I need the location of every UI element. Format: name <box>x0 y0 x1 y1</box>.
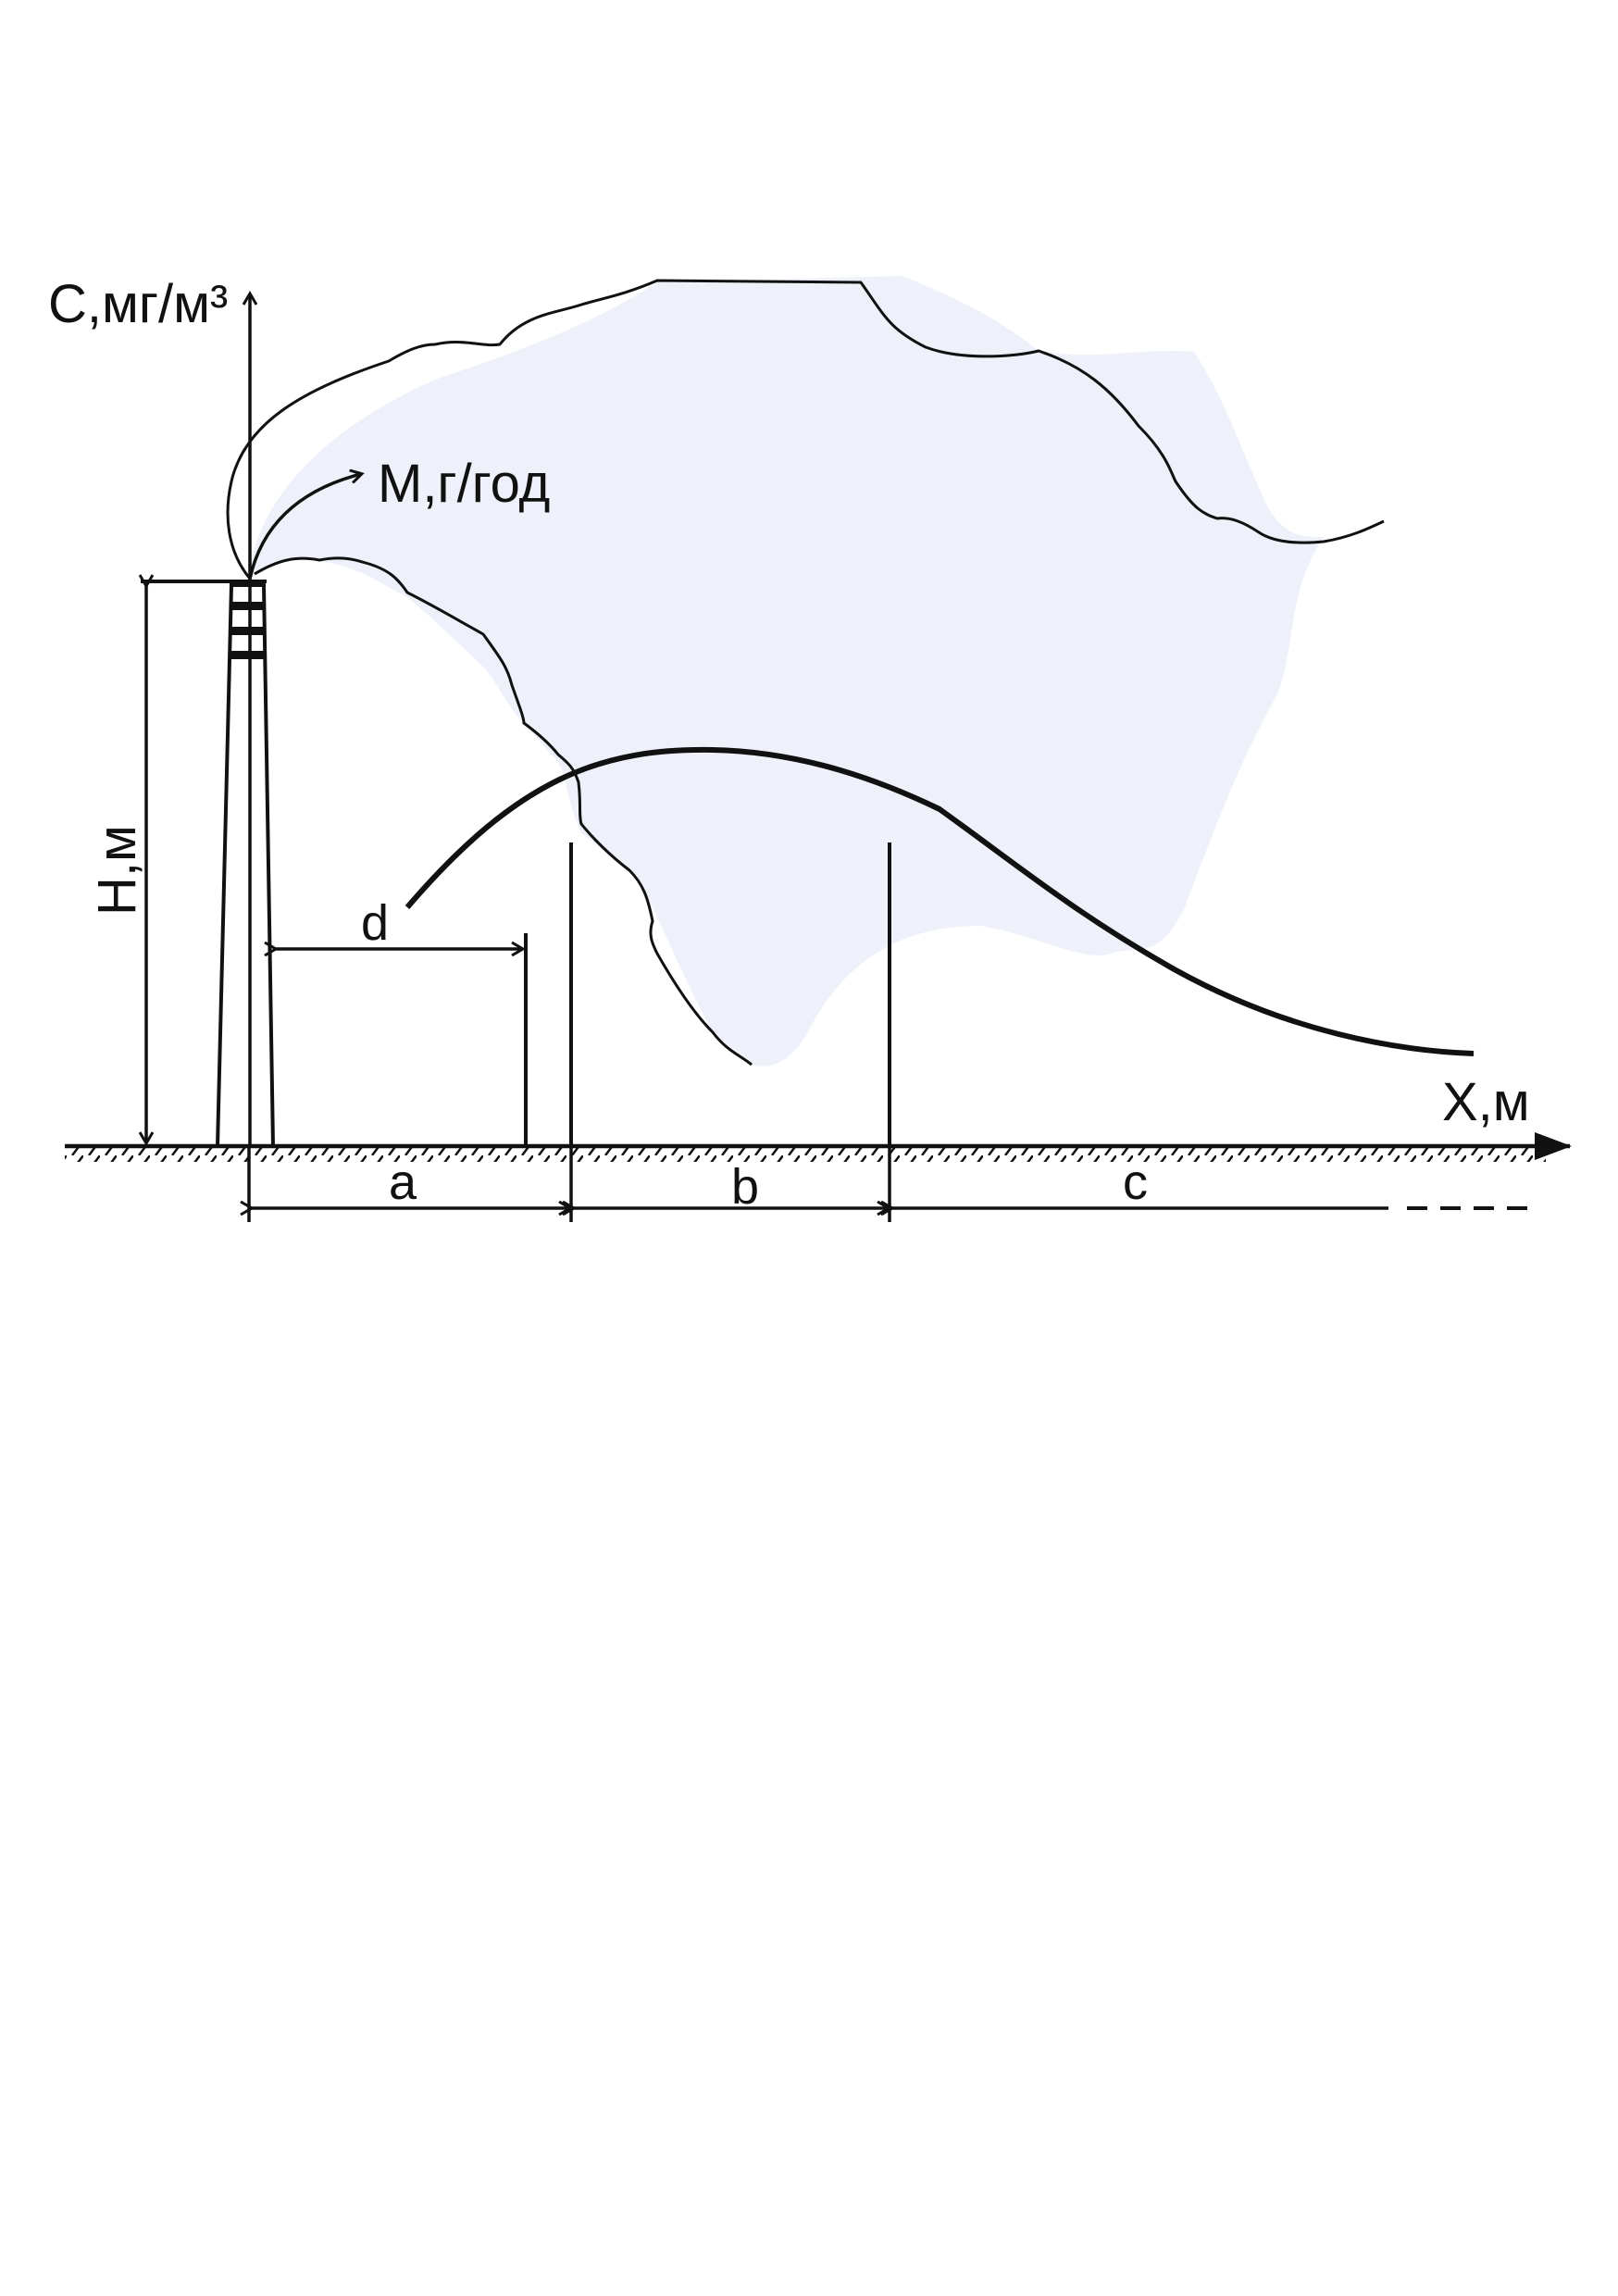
zone-label-b: b <box>731 1159 759 1215</box>
zone-label-a: a <box>389 1154 417 1210</box>
smoke-plume <box>248 276 1324 1067</box>
plume-outline-lower <box>254 556 753 1067</box>
height-label: H,м <box>87 825 147 916</box>
concentration-curve <box>404 746 1475 1056</box>
plume-outline-upper <box>226 279 1385 580</box>
ground-hatching <box>65 1148 1546 1162</box>
chimney-band-2 <box>231 627 264 635</box>
y-axis-label: C,мг/м³ <box>48 274 228 334</box>
zone-label-d: d <box>361 895 389 951</box>
emission-arrow <box>248 474 361 580</box>
x-axis-label: X,м <box>1442 1072 1530 1132</box>
chimney <box>216 583 275 1147</box>
chimney-band-3 <box>231 651 264 659</box>
chimney-band-1 <box>231 602 264 610</box>
zone-label-c: c <box>1123 1154 1148 1210</box>
emission-label: M,г/год <box>378 454 550 514</box>
